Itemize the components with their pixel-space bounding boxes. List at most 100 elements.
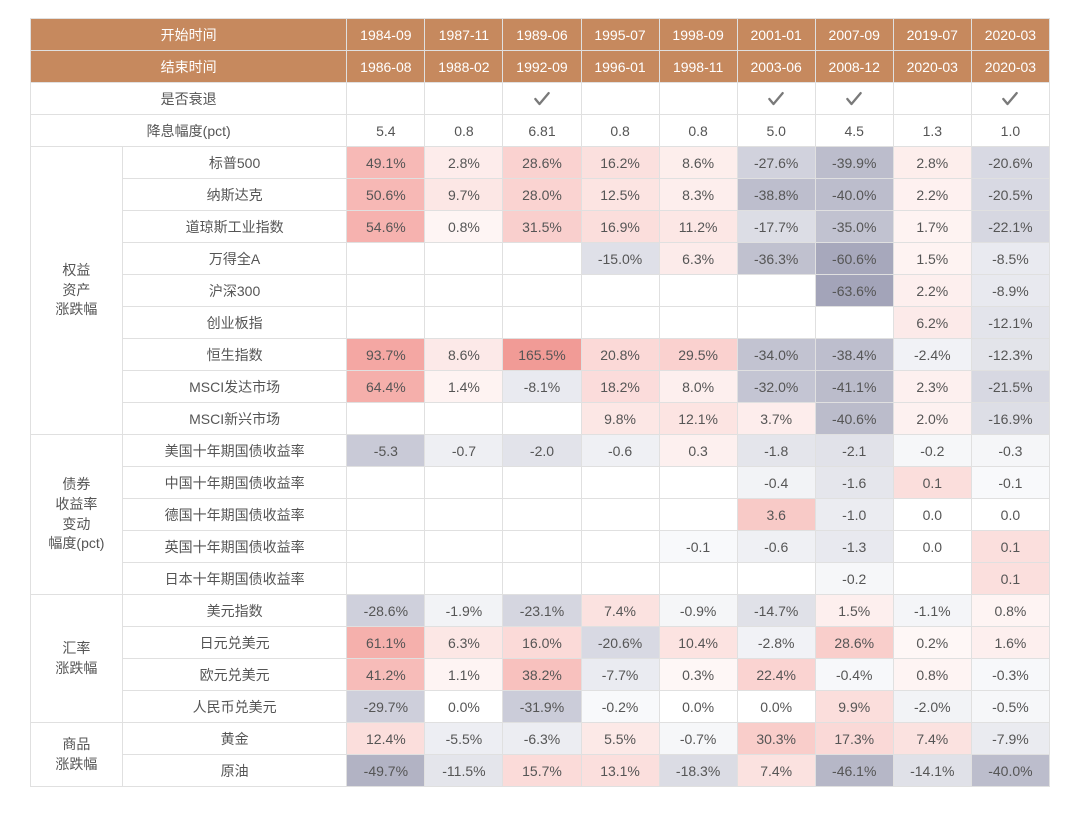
data-cell: -35.0% bbox=[815, 211, 893, 243]
data-cell: -20.5% bbox=[971, 179, 1049, 211]
metric-label: 美元指数 bbox=[122, 595, 347, 627]
data-cell: -21.5% bbox=[971, 371, 1049, 403]
group-2: 汇率涨跌幅 bbox=[31, 595, 123, 723]
period-start-7: 2019-07 bbox=[893, 19, 971, 51]
cut-3: 0.8 bbox=[581, 115, 659, 147]
data-cell bbox=[347, 563, 425, 595]
header-recession: 是否衰退 bbox=[31, 83, 347, 115]
data-cell bbox=[503, 307, 581, 339]
metric-label: 德国十年期国债收益率 bbox=[122, 499, 347, 531]
data-cell: -22.1% bbox=[971, 211, 1049, 243]
header-cut-magnitude: 降息幅度(pct) bbox=[31, 115, 347, 147]
data-cell: -36.3% bbox=[737, 243, 815, 275]
data-cell: -40.0% bbox=[815, 179, 893, 211]
cut-0: 5.4 bbox=[347, 115, 425, 147]
recession-7 bbox=[893, 83, 971, 115]
data-cell: -11.5% bbox=[425, 755, 503, 787]
data-cell bbox=[347, 403, 425, 435]
data-cell: 6.2% bbox=[893, 307, 971, 339]
data-cell: 64.4% bbox=[347, 371, 425, 403]
data-cell: 6.3% bbox=[659, 243, 737, 275]
data-cell: -14.7% bbox=[737, 595, 815, 627]
recession-5 bbox=[737, 83, 815, 115]
data-cell: -20.6% bbox=[581, 627, 659, 659]
group-3: 商品涨跌幅 bbox=[31, 723, 123, 787]
metric-label: 创业板指 bbox=[122, 307, 347, 339]
data-cell bbox=[503, 563, 581, 595]
data-cell: -18.3% bbox=[659, 755, 737, 787]
data-cell: -2.0% bbox=[893, 691, 971, 723]
data-cell: 0.3 bbox=[659, 435, 737, 467]
data-cell: 3.6 bbox=[737, 499, 815, 531]
data-cell: -31.9% bbox=[503, 691, 581, 723]
data-cell: 0.0% bbox=[659, 691, 737, 723]
data-cell bbox=[503, 531, 581, 563]
period-start-1: 1987-11 bbox=[425, 19, 503, 51]
data-cell bbox=[347, 307, 425, 339]
data-cell: -0.1 bbox=[659, 531, 737, 563]
data-cell: -12.3% bbox=[971, 339, 1049, 371]
data-cell: 6.3% bbox=[425, 627, 503, 659]
data-cell: 0.1 bbox=[971, 531, 1049, 563]
data-cell: -0.4 bbox=[737, 467, 815, 499]
data-cell: 1.5% bbox=[893, 243, 971, 275]
metric-label: 黄金 bbox=[122, 723, 347, 755]
data-cell: 28.6% bbox=[815, 627, 893, 659]
data-cell: 0.2% bbox=[893, 627, 971, 659]
data-cell bbox=[581, 307, 659, 339]
data-cell: -1.6 bbox=[815, 467, 893, 499]
data-cell: -2.1 bbox=[815, 435, 893, 467]
data-cell bbox=[425, 499, 503, 531]
data-cell: 10.4% bbox=[659, 627, 737, 659]
data-cell: -0.6 bbox=[581, 435, 659, 467]
data-cell: -38.4% bbox=[815, 339, 893, 371]
data-cell: 9.8% bbox=[581, 403, 659, 435]
data-cell: 0.3% bbox=[659, 659, 737, 691]
data-cell: 2.3% bbox=[893, 371, 971, 403]
data-cell: 9.9% bbox=[815, 691, 893, 723]
data-cell: 38.2% bbox=[503, 659, 581, 691]
data-cell: -23.1% bbox=[503, 595, 581, 627]
data-cell: 1.6% bbox=[971, 627, 1049, 659]
period-start-4: 1998-09 bbox=[659, 19, 737, 51]
data-cell: -0.2 bbox=[815, 563, 893, 595]
period-end-2: 1992-09 bbox=[503, 51, 581, 83]
data-cell: -49.7% bbox=[347, 755, 425, 787]
data-cell: 8.6% bbox=[425, 339, 503, 371]
data-cell: -1.0 bbox=[815, 499, 893, 531]
header-end-time: 结束时间 bbox=[31, 51, 347, 83]
data-cell bbox=[659, 563, 737, 595]
data-cell: 0.0 bbox=[971, 499, 1049, 531]
data-cell: 61.1% bbox=[347, 627, 425, 659]
period-start-5: 2001-01 bbox=[737, 19, 815, 51]
data-cell: -0.2% bbox=[581, 691, 659, 723]
data-cell: 15.7% bbox=[503, 755, 581, 787]
data-cell: -39.9% bbox=[815, 147, 893, 179]
data-cell: 2.2% bbox=[893, 179, 971, 211]
data-cell: -40.0% bbox=[971, 755, 1049, 787]
data-cell: -27.6% bbox=[737, 147, 815, 179]
period-end-7: 2020-03 bbox=[893, 51, 971, 83]
data-cell bbox=[737, 275, 815, 307]
data-cell: 16.9% bbox=[581, 211, 659, 243]
data-cell: -34.0% bbox=[737, 339, 815, 371]
recession-6 bbox=[815, 83, 893, 115]
data-cell: -0.5% bbox=[971, 691, 1049, 723]
data-cell: -29.7% bbox=[347, 691, 425, 723]
recession-4 bbox=[659, 83, 737, 115]
data-cell: 7.4% bbox=[737, 755, 815, 787]
data-cell bbox=[815, 307, 893, 339]
data-cell: 29.5% bbox=[659, 339, 737, 371]
data-cell: 2.8% bbox=[425, 147, 503, 179]
data-cell bbox=[425, 467, 503, 499]
data-cell: -15.0% bbox=[581, 243, 659, 275]
data-cell: -20.6% bbox=[971, 147, 1049, 179]
data-cell: -41.1% bbox=[815, 371, 893, 403]
data-cell: -0.4% bbox=[815, 659, 893, 691]
period-end-0: 1986-08 bbox=[347, 51, 425, 83]
period-start-0: 1984-09 bbox=[347, 19, 425, 51]
recession-0 bbox=[347, 83, 425, 115]
metric-label: 纳斯达克 bbox=[122, 179, 347, 211]
data-cell: -2.0 bbox=[503, 435, 581, 467]
data-cell: 41.2% bbox=[347, 659, 425, 691]
